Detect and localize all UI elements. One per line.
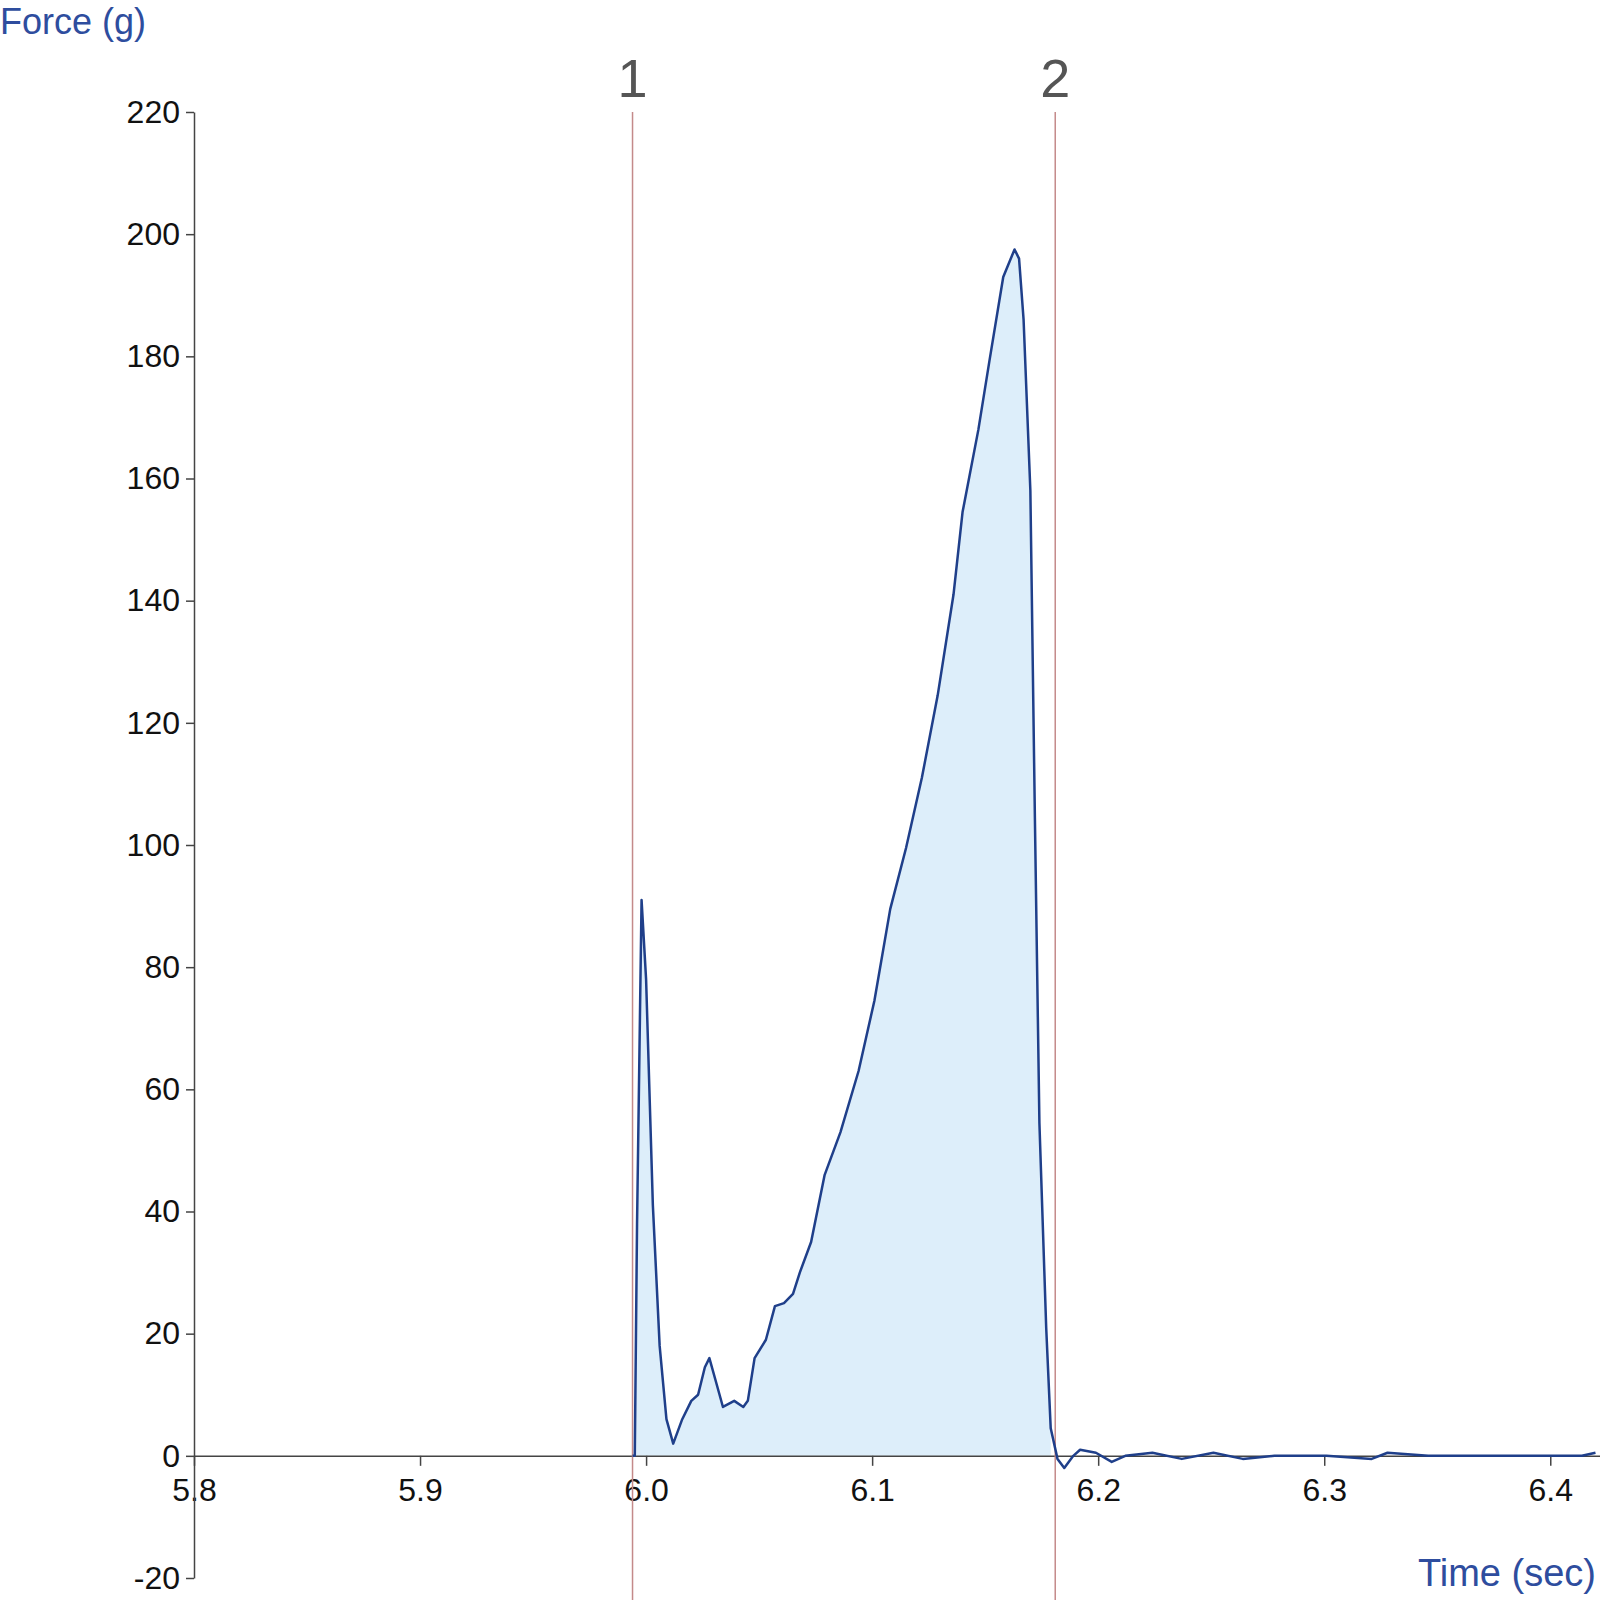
x-tick-label: 6.2 — [1076, 1472, 1120, 1508]
y-tick: 80 — [144, 949, 194, 985]
y-tick: 60 — [144, 1071, 194, 1107]
x-tick: 6.2 — [1076, 1456, 1120, 1508]
y-tick: 220 — [127, 94, 194, 130]
cursor-line — [632, 112, 634, 1600]
y-tick-mark — [186, 1211, 194, 1213]
cursor-label: 2 — [1040, 48, 1070, 108]
y-tick-mark — [186, 1333, 194, 1335]
y-tick-mark — [186, 112, 194, 114]
y-tick: 0 — [162, 1438, 194, 1474]
y-tick-label: 100 — [127, 827, 180, 863]
x-tick: 6.1 — [850, 1456, 894, 1508]
y-tick: 180 — [127, 338, 194, 374]
x-tick-mark — [1324, 1456, 1326, 1466]
x-tick-mark — [646, 1456, 648, 1466]
x-tick-label: 6.3 — [1302, 1472, 1346, 1508]
y-axis-title: Force (g) — [0, 1, 146, 42]
y-tick: 20 — [144, 1315, 194, 1351]
force-line — [633, 249, 1596, 1468]
y-tick-mark — [186, 1456, 194, 1458]
y-tick-mark — [186, 1089, 194, 1091]
y-tick-label: 200 — [127, 216, 180, 252]
cursor-line — [1054, 112, 1056, 1600]
line-layer — [633, 249, 1596, 1468]
y-tick-mark — [186, 723, 194, 725]
x-tick-mark — [872, 1456, 874, 1466]
x-axis-title: Time (sec) — [1418, 1552, 1596, 1594]
y-tick-mark — [186, 234, 194, 236]
plot-area — [633, 249, 1051, 1455]
y-tick-mark — [186, 600, 194, 602]
x-tick-mark — [1550, 1456, 1552, 1466]
cursor-label: 1 — [618, 48, 648, 108]
y-tick-label: 40 — [144, 1193, 180, 1229]
shaded-area — [633, 249, 1051, 1455]
y-tick-label: 20 — [144, 1315, 180, 1351]
y-tick-mark — [186, 478, 194, 480]
x-axis: 5.85.96.06.16.26.36.4 — [172, 1456, 1600, 1508]
x-tick-label: 5.9 — [398, 1472, 442, 1508]
y-tick: 140 — [127, 582, 194, 618]
y-tick-label: 180 — [127, 338, 180, 374]
x-tick-mark — [1098, 1456, 1100, 1466]
y-tick-mark — [186, 845, 194, 847]
x-axis-line — [195, 1456, 1600, 1458]
x-tick: 6.4 — [1529, 1456, 1573, 1508]
y-tick: 100 — [127, 827, 194, 863]
x-tick-label: 6.1 — [850, 1472, 894, 1508]
x-tick: 6.0 — [624, 1456, 668, 1508]
y-tick-label: 60 — [144, 1071, 180, 1107]
y-tick: 120 — [127, 705, 194, 741]
y-tick-label: 80 — [144, 949, 180, 985]
y-tick-label: 140 — [127, 582, 180, 618]
y-tick-label: -20 — [134, 1560, 180, 1596]
x-tick-label: 6.0 — [624, 1472, 668, 1508]
chart: 5.85.96.06.16.26.36.4-200204060801001201… — [0, 0, 1600, 1600]
x-tick-label: 6.4 — [1529, 1472, 1573, 1508]
x-tick-mark — [420, 1456, 422, 1466]
y-tick-mark — [186, 967, 194, 969]
y-tick: 200 — [127, 216, 194, 252]
x-tick: 5.9 — [398, 1456, 442, 1508]
y-tick: 160 — [127, 460, 194, 496]
y-tick-label: 220 — [127, 94, 180, 130]
y-tick-label: 120 — [127, 705, 180, 741]
y-axis: -20 0 20 40 60 80 100 120 140 160 180 200 220 — [127, 94, 195, 1596]
y-tick: 40 — [144, 1193, 194, 1229]
y-tick-label: 0 — [162, 1438, 180, 1474]
y-tick: -20 — [134, 1560, 194, 1596]
x-tick: 6.3 — [1302, 1456, 1346, 1508]
y-tick-mark — [186, 1578, 194, 1580]
y-tick-mark — [186, 356, 194, 358]
y-tick-label: 160 — [127, 460, 180, 496]
